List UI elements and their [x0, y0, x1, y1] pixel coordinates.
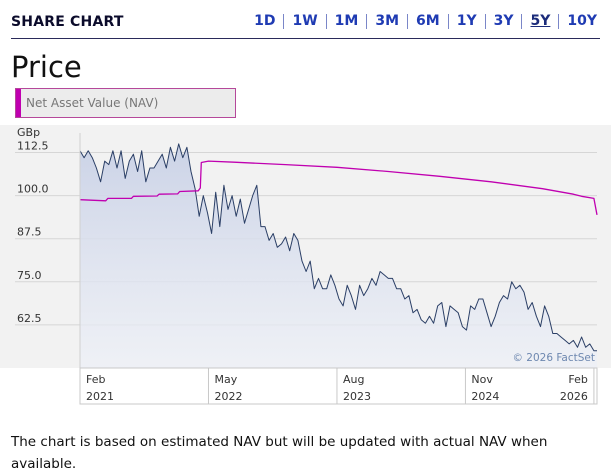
range-5y[interactable]: 5Y — [530, 13, 551, 29]
y-tick-label: 112.5 — [17, 140, 49, 153]
range-divider — [325, 13, 327, 29]
x-tick-year: 2023 — [343, 390, 371, 403]
range-divider — [366, 13, 368, 29]
x-axis-band — [79, 367, 598, 405]
range-divider — [558, 13, 560, 29]
x-tick-year: 2026 — [560, 390, 588, 403]
x-tick-month: Feb — [86, 373, 105, 386]
range-divider — [521, 13, 523, 29]
nav-legend-toggle[interactable]: Net Asset Value (NAV) — [15, 88, 236, 118]
range-divider — [407, 13, 409, 29]
range-6m[interactable]: 6M — [416, 13, 440, 29]
nav-legend-swatch — [16, 89, 21, 117]
share-chart-heading: SHARE CHART — [11, 14, 124, 30]
y-tick-label: 62.5 — [17, 312, 42, 325]
x-tick-year: 2024 — [471, 390, 499, 403]
range-divider — [283, 13, 285, 29]
price-series-line — [79, 143, 597, 352]
nav-series-line — [79, 160, 598, 216]
y-tick-label: 100.0 — [17, 183, 49, 196]
range-1d[interactable]: 1D — [254, 13, 276, 29]
x-tick-year: 2022 — [214, 390, 242, 403]
header-divider — [11, 38, 600, 39]
range-1m[interactable]: 1M — [334, 13, 359, 29]
range-selector: 1D 1W 1M 3M 6M 1Y 3Y 5Y 10Y — [246, 13, 605, 29]
x-tick-year: 2021 — [86, 390, 114, 403]
range-divider — [484, 13, 486, 29]
y-tick-label: 75.0 — [17, 269, 42, 282]
x-tick-month: May — [214, 373, 237, 386]
range-3y[interactable]: 3Y — [493, 13, 514, 29]
y-axis-unit: GBp — [17, 126, 40, 139]
factset-credit: © 2026 FactSet — [512, 352, 595, 364]
price-area — [80, 143, 597, 368]
x-tick-month: Nov — [471, 373, 493, 386]
nav-legend-label: Net Asset Value (NAV) — [26, 96, 159, 110]
page-title: Price — [11, 50, 82, 84]
range-1y[interactable]: 1Y — [456, 13, 477, 29]
nav-footnote: The chart is based on estimated NAV but … — [11, 434, 548, 472]
y-tick-label: 87.5 — [17, 226, 42, 239]
x-tick-month: Aug — [343, 373, 364, 386]
x-tick-month: Feb — [568, 373, 587, 386]
range-1w[interactable]: 1W — [292, 13, 318, 29]
range-10y[interactable]: 10Y — [567, 13, 597, 29]
range-3m[interactable]: 3M — [375, 13, 400, 29]
range-divider — [447, 13, 449, 29]
